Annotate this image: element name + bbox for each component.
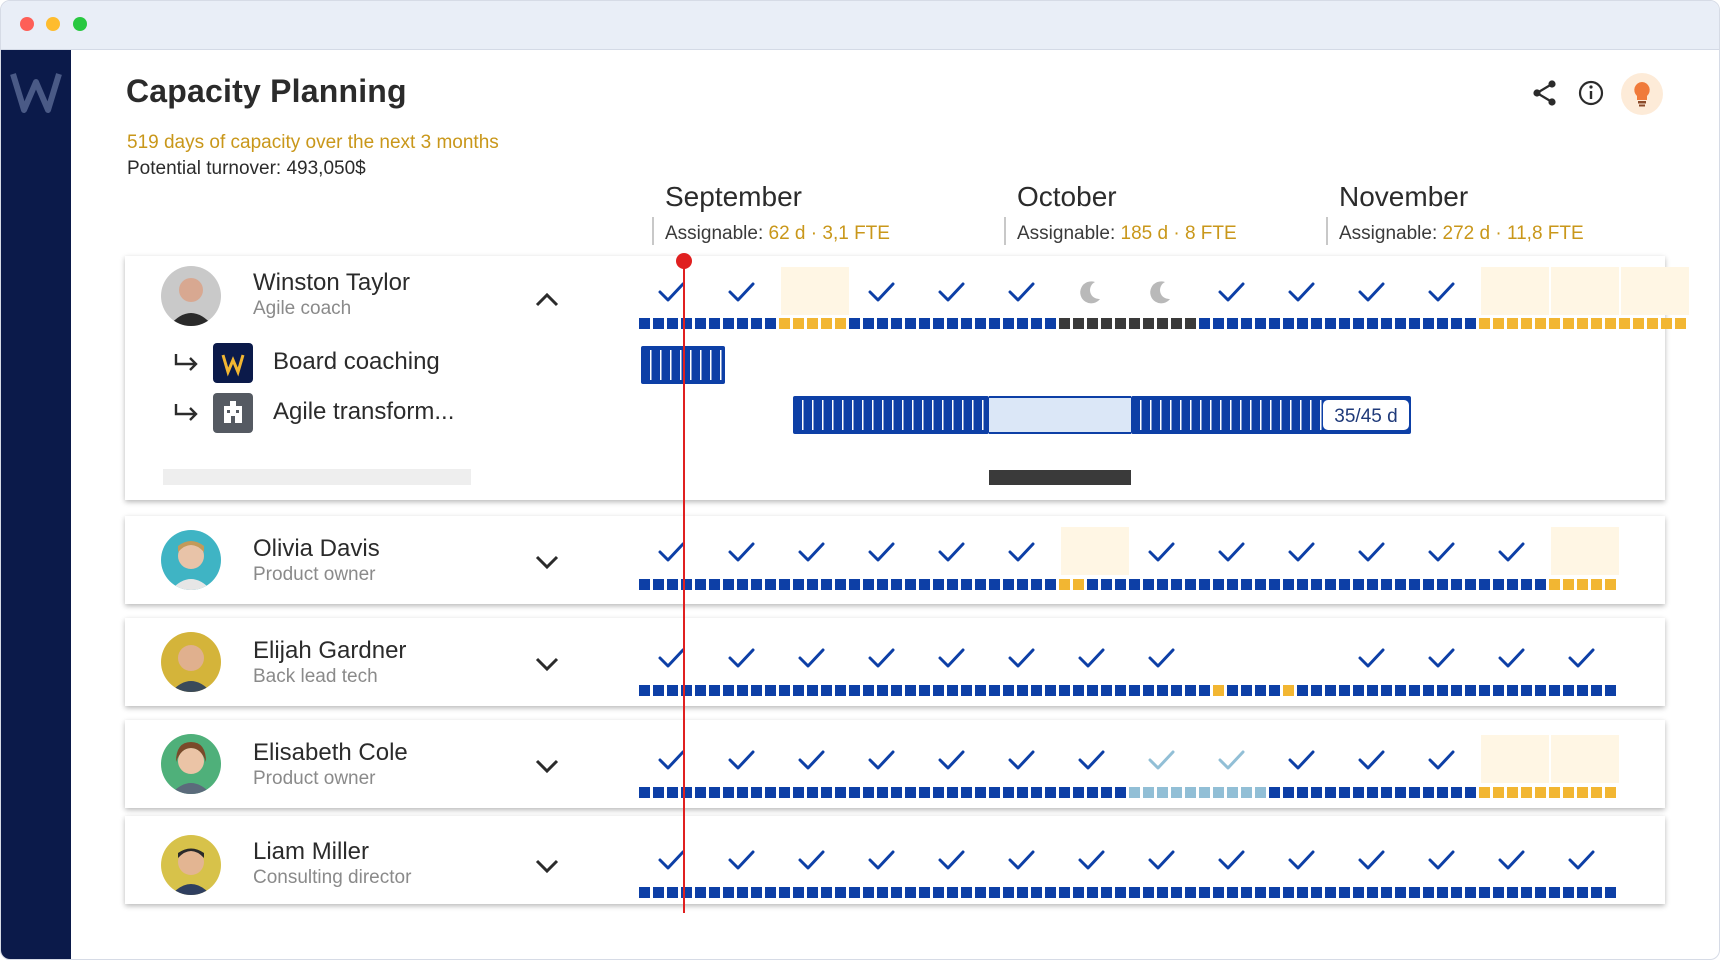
avatar [161, 835, 221, 895]
month-divider [1004, 217, 1006, 245]
month-assignable: Assignable: 185 d · 8 FTE [1017, 223, 1237, 245]
person-role: Product owner [253, 768, 376, 789]
person-name: Liam Miller [253, 838, 370, 865]
avatar [161, 734, 221, 794]
chevron-up-icon[interactable] [532, 290, 562, 310]
month-header-september: September Assignable: 62 d · 3,1 FTE [652, 181, 890, 245]
minimize-window-button[interactable] [46, 17, 60, 31]
share-icon[interactable] [1529, 77, 1561, 109]
subitem-arrow-icon [174, 404, 198, 421]
sidebar [1, 50, 71, 959]
month-name: September [665, 181, 802, 212]
person-card[interactable]: Elijah Gardner Back lead tech [125, 618, 1665, 706]
month-header-november: November Assignable: 272 d · 11,8 FTE [1326, 181, 1584, 245]
month-divider [652, 217, 654, 245]
person-role: Product owner [253, 564, 376, 585]
capacity-day-cell [1675, 318, 1686, 329]
assignable-label: Assignable: [665, 223, 764, 244]
person-role: Consulting director [253, 867, 412, 888]
assignable-value: 272 d · 11,8 FTE [1442, 223, 1584, 244]
assignable-label: Assignable: [1339, 223, 1438, 244]
subitem-arrow-icon [174, 354, 198, 371]
person-name: Winston Taylor [253, 269, 410, 296]
avatar [161, 266, 221, 326]
turnover-text: Potential turnover: 493,050$ [127, 158, 366, 179]
person-card[interactable]: Elisabeth Cole Product owner [125, 720, 1665, 808]
month-header-october: October Assignable: 185 d · 8 FTE [1004, 181, 1237, 245]
close-window-button[interactable] [20, 17, 34, 31]
month-name: October [1017, 181, 1117, 212]
assignable-label: Assignable: [1017, 223, 1116, 244]
chevron-down-icon[interactable] [532, 654, 562, 674]
w-logo-icon[interactable] [9, 68, 63, 116]
avatar [161, 632, 221, 692]
chevron-down-icon[interactable] [532, 856, 562, 876]
placeholder-bar [163, 469, 471, 485]
tips-button[interactable] [1621, 73, 1663, 115]
project-name[interactable]: Board coaching [273, 348, 440, 375]
assignable-value: 62 d · 3,1 FTE [768, 223, 890, 244]
person-card[interactable]: Winston Taylor Agile coach Board coachin… [125, 256, 1665, 500]
person-role: Agile coach [253, 298, 352, 319]
chevron-down-icon[interactable] [532, 756, 562, 776]
person-name: Elisabeth Cole [253, 739, 408, 766]
info-icon[interactable] [1575, 77, 1607, 109]
month-divider [1326, 217, 1328, 245]
building-icon [213, 393, 253, 433]
month-assignable: Assignable: 272 d · 11,8 FTE [1339, 223, 1584, 245]
person-name: Elijah Gardner [253, 637, 407, 664]
person-role: Back lead tech [253, 666, 378, 687]
person-name: Olivia Davis [253, 535, 380, 562]
project-name[interactable]: Agile transform... [273, 398, 455, 425]
w-logo-icon [213, 343, 253, 383]
chevron-down-icon[interactable] [532, 552, 562, 572]
capacity-summary: 519 days of capacity over the next 3 mon… [127, 132, 499, 153]
person-card[interactable]: Olivia Davis Product owner [125, 516, 1665, 604]
assignable-value: 185 d · 8 FTE [1120, 223, 1237, 244]
page-title: Capacity Planning [126, 73, 407, 109]
month-assignable: Assignable: 62 d · 3,1 FTE [665, 223, 890, 245]
window-titlebar [1, 1, 1719, 50]
person-card[interactable]: Liam Miller Consulting director [125, 816, 1665, 904]
month-name: November [1339, 181, 1469, 212]
maximize-window-button[interactable] [73, 17, 87, 31]
avatar [161, 530, 221, 590]
lightbulb-icon [1634, 82, 1650, 107]
